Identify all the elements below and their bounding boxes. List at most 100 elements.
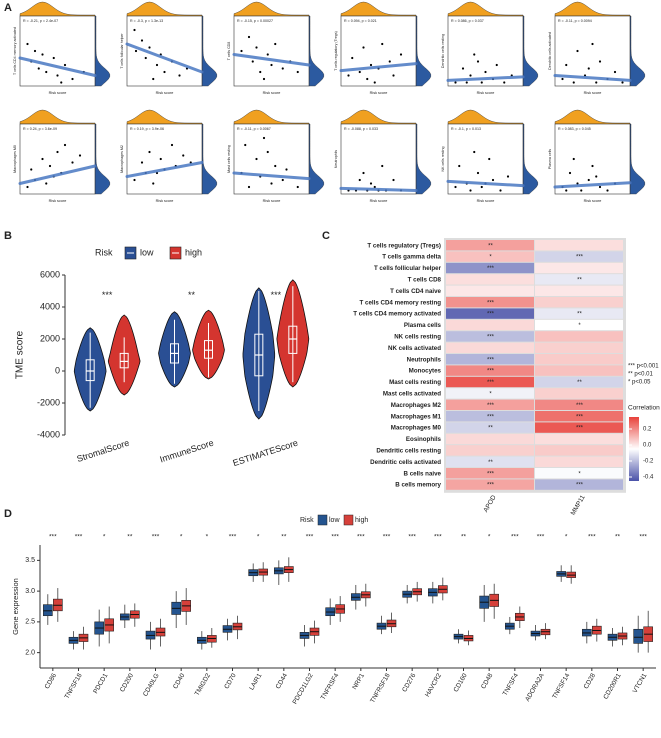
- cell: [446, 285, 534, 296]
- box: [633, 628, 643, 644]
- row-label: Macrophages M2: [391, 402, 442, 409]
- significance: ***: [588, 534, 596, 541]
- x-axis-label: Risk score: [49, 199, 67, 203]
- top-density: [126, 109, 203, 125]
- cell-label: ***: [576, 426, 584, 432]
- cell: [446, 445, 534, 456]
- point: [366, 77, 369, 81]
- cell: [446, 388, 534, 399]
- cell: [535, 354, 623, 365]
- significance: ***: [306, 534, 314, 541]
- y-axis-label: Gene expression: [11, 578, 20, 635]
- point: [159, 157, 162, 161]
- row-label: T cells CD4 naive: [390, 288, 441, 295]
- point: [461, 67, 465, 70]
- cell: [446, 297, 534, 308]
- plot-frame: [554, 15, 631, 87]
- cell: [446, 251, 534, 262]
- y-axis-label: Dendritic cells activated: [548, 32, 552, 70]
- legend-title: Risk: [95, 247, 113, 257]
- x-axis-label: Risk score: [156, 91, 174, 95]
- point: [56, 74, 59, 77]
- cell: [446, 422, 534, 433]
- significance: ***: [408, 534, 416, 541]
- cell-label: ***: [576, 483, 584, 489]
- x-axis-label: Risk score: [477, 199, 495, 203]
- point: [155, 63, 159, 67]
- point: [458, 164, 461, 168]
- significance: *: [180, 534, 183, 541]
- point: [465, 81, 468, 84]
- point: [259, 70, 262, 74]
- cell: [535, 262, 623, 274]
- cell-label: ***: [576, 403, 584, 409]
- point: [369, 63, 373, 67]
- stat-label: R = 0.094, p = 0.021: [344, 19, 377, 23]
- row-label: Macrophages M0: [391, 425, 442, 432]
- x-tick-label: PDCD1LG2: [291, 672, 314, 706]
- x-tick-label: TNFRSF4: [320, 672, 341, 701]
- point: [381, 164, 384, 168]
- cell: [535, 365, 623, 376]
- point: [469, 189, 472, 192]
- x-axis-label: Risk score: [156, 199, 174, 203]
- row-label: Eosinophils: [406, 436, 442, 443]
- y-tick-label: 2000: [40, 333, 60, 343]
- significance: *: [565, 534, 568, 541]
- row-label: Plasma cells: [404, 322, 442, 329]
- stat-label: R = 0.19, p = 3.9e-06: [130, 127, 164, 131]
- point: [399, 53, 403, 56]
- cell: [446, 479, 534, 490]
- cell: [535, 468, 623, 479]
- cell: [535, 285, 623, 296]
- side-density: [201, 123, 218, 195]
- top-density: [340, 109, 417, 125]
- fit-line: [125, 161, 204, 178]
- row-label: Mast cells activated: [383, 391, 441, 398]
- stat-label: R = 0.086, p = 0.037: [451, 19, 484, 23]
- x-tick-label: CD86: [44, 672, 59, 690]
- point: [606, 189, 609, 192]
- point: [480, 81, 483, 84]
- point: [613, 70, 617, 74]
- point: [454, 81, 457, 84]
- significance: ***: [537, 534, 545, 541]
- point: [262, 77, 266, 81]
- point: [296, 70, 299, 74]
- legend-label: low: [329, 517, 340, 524]
- significance: **: [615, 534, 621, 541]
- point: [358, 70, 361, 74]
- x-tick-label: PDCD1: [92, 672, 109, 695]
- cell-label: **: [488, 426, 493, 432]
- y-tick-label: 2.0: [25, 649, 35, 656]
- cell: [535, 274, 623, 285]
- point: [495, 63, 498, 67]
- x-axis-label: Risk score: [263, 91, 281, 95]
- colorbar-tick-label: 0.2: [643, 427, 652, 433]
- point: [362, 171, 365, 175]
- row-label: T cells gamma delta: [382, 254, 441, 261]
- x-tick-label: CD200: [119, 672, 135, 693]
- point: [572, 81, 575, 84]
- x-tick-label: TNFRSF18: [369, 672, 392, 704]
- cell-label: *: [489, 391, 492, 397]
- cell-label: ***: [487, 300, 495, 306]
- fit-line: [18, 56, 97, 77]
- cell-label: **: [577, 277, 582, 283]
- point: [140, 39, 144, 42]
- point: [591, 164, 594, 168]
- cell-label: **: [488, 460, 493, 466]
- point: [163, 70, 166, 74]
- box: [85, 359, 95, 382]
- row-label: T cells regulatory (Tregs): [367, 242, 441, 249]
- significance: ***: [511, 534, 519, 541]
- y-axis-label: Macrophages M2: [120, 145, 124, 173]
- x-tick-label: TNFSF18: [64, 672, 84, 700]
- plot-frame: [233, 15, 310, 87]
- cell: [535, 433, 623, 445]
- point: [595, 175, 598, 178]
- point: [152, 77, 155, 81]
- top-density: [19, 1, 96, 17]
- point: [26, 185, 29, 189]
- legend-swatch: [317, 514, 328, 526]
